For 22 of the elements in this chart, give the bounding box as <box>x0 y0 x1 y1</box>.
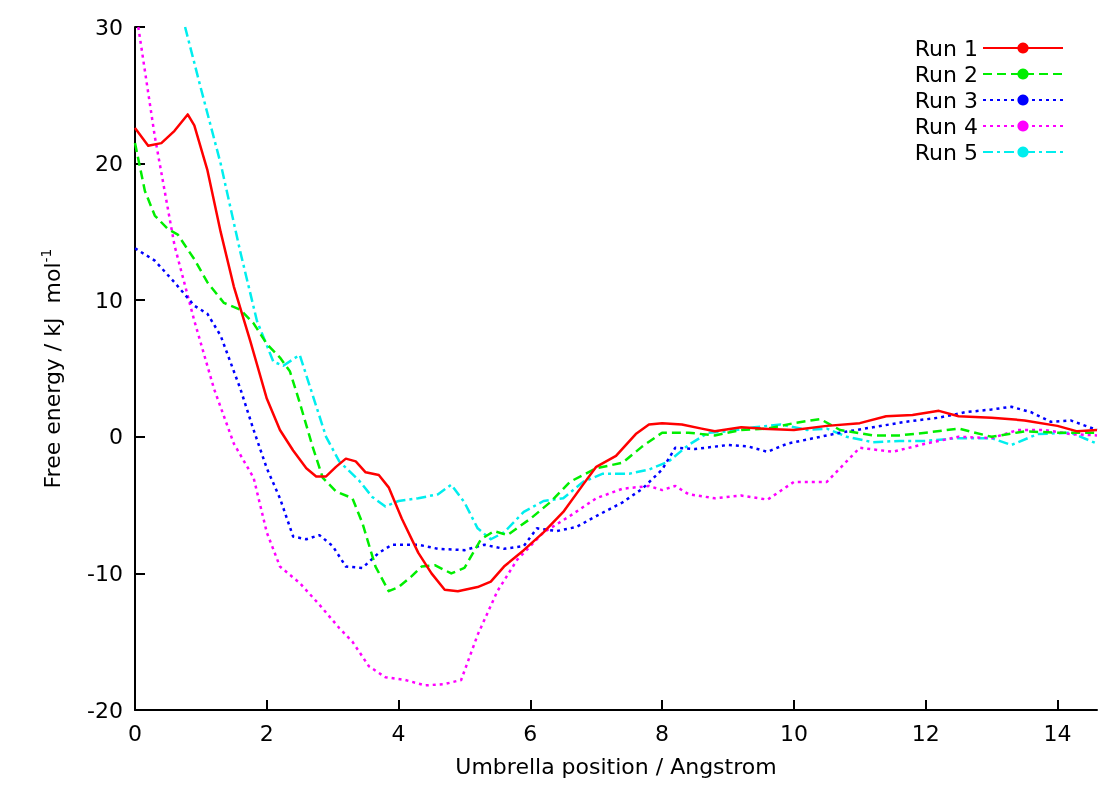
legend-label: Run 3 <box>914 87 978 113</box>
legend-label: Run 4 <box>914 113 978 139</box>
x-tick-label: 10 <box>779 720 808 746</box>
y-tick-label: 10 <box>95 287 123 313</box>
y-tick-label: 20 <box>95 151 123 177</box>
legend-label: Run 2 <box>914 61 978 87</box>
x-axis-title: Umbrella position / Angstrom <box>455 753 777 779</box>
legend-label: Run 1 <box>914 35 978 61</box>
x-tick-label: 14 <box>1043 720 1072 746</box>
y-axis-title: Free energy / kJ mol-1 <box>38 248 65 489</box>
line-series <box>137 25 1099 687</box>
y-tick-label: 0 <box>109 424 123 450</box>
x-tick-label: 4 <box>391 720 406 746</box>
x-tick-label: 8 <box>655 720 670 746</box>
legend-label: Run 5 <box>914 139 978 165</box>
x-tick-label: 2 <box>259 720 274 746</box>
x-tick-label: 6 <box>523 720 538 746</box>
x-tick-label: 0 <box>128 720 142 746</box>
y-tick-label: -20 <box>87 697 123 723</box>
x-tick-label: 12 <box>911 720 940 746</box>
y-tick-label: 30 <box>95 14 123 40</box>
y-tick-label: -10 <box>87 560 123 586</box>
